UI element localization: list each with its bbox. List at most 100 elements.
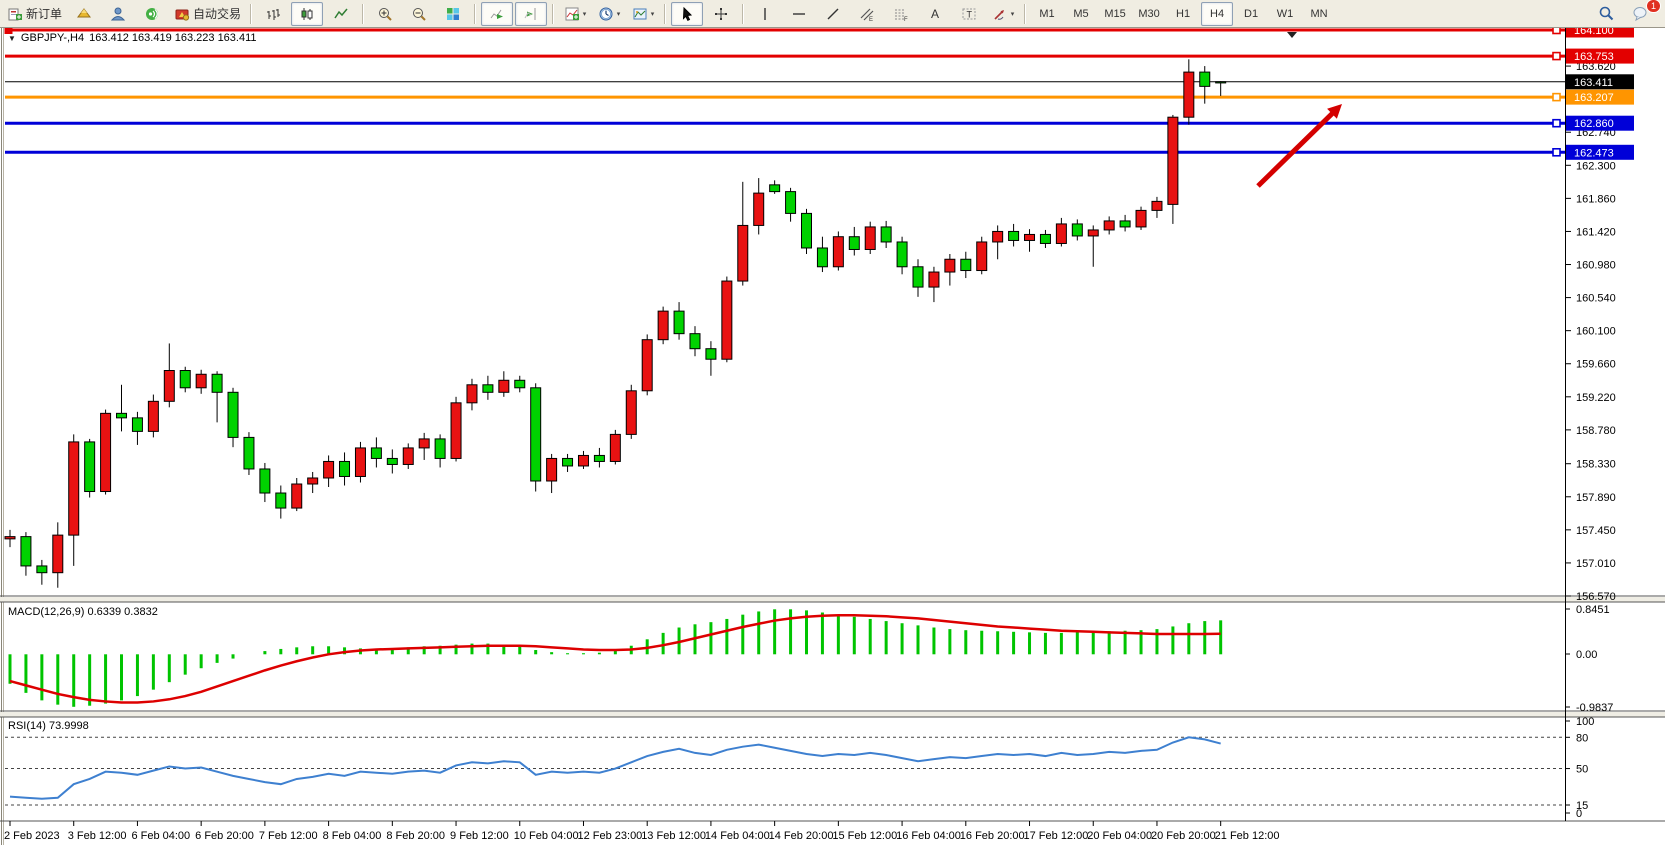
equidistant-channel-button[interactable]: E bbox=[851, 2, 883, 26]
candle-body bbox=[609, 433, 621, 462]
data-window-button[interactable] bbox=[136, 2, 168, 26]
time-tick-label[interactable]: 21 Feb 12:00 bbox=[1215, 830, 1280, 842]
timeframe-m1-button[interactable]: M1 bbox=[1039, 7, 1055, 20]
chart-canvas[interactable]: 163.620162.740162.300161.860161.420160.9… bbox=[0, 28, 1665, 845]
hline-handle[interactable] bbox=[1552, 51, 1561, 61]
text-button[interactable]: A bbox=[919, 2, 951, 26]
chart-shift-marker[interactable] bbox=[1287, 32, 1297, 38]
bar-chart-button[interactable] bbox=[257, 2, 289, 26]
time-tick-label[interactable]: 8 Feb 04:00 bbox=[323, 830, 382, 842]
candle-body bbox=[928, 271, 940, 288]
time-tick-label[interactable]: 7 Feb 12:00 bbox=[259, 830, 318, 842]
time-tick-label[interactable]: 12 Feb 23:00 bbox=[577, 830, 642, 842]
price-badge-label: 162.473 bbox=[1574, 147, 1614, 159]
timeframe-w1-button[interactable]: W1 bbox=[1276, 7, 1294, 20]
time-tick-label[interactable]: 2 Feb 2023 bbox=[4, 830, 60, 842]
candle-body bbox=[354, 447, 366, 477]
chevron-down-icon[interactable]: ▾ bbox=[616, 10, 621, 18]
text-label-button[interactable]: T bbox=[953, 2, 985, 26]
hline-handle[interactable] bbox=[1552, 28, 1561, 35]
chevron-down-icon[interactable]: ▾ bbox=[1010, 10, 1015, 18]
time-tick-label[interactable]: 6 Feb 04:00 bbox=[131, 830, 190, 842]
candlestick-chart-button[interactable] bbox=[291, 1, 324, 26]
price-tick-label: 160.100 bbox=[1576, 326, 1616, 338]
time-tick-label[interactable]: 20 Feb 20:00 bbox=[1151, 830, 1216, 842]
timeframe-h1-button[interactable]: H1 bbox=[1176, 7, 1191, 20]
chart-shift-button[interactable] bbox=[515, 1, 548, 26]
timeframe-mn-button[interactable]: MN bbox=[1310, 7, 1328, 20]
time-tick-label[interactable]: 16 Feb 20:00 bbox=[960, 830, 1025, 842]
line-chart-button[interactable] bbox=[325, 2, 357, 26]
hline-handle[interactable] bbox=[1552, 147, 1561, 157]
new-order-button[interactable]: 新订单 bbox=[3, 2, 66, 26]
candle-body bbox=[785, 191, 797, 214]
timeframe-m5-button[interactable]: M5 bbox=[1073, 7, 1089, 20]
candle-body bbox=[976, 241, 988, 272]
fibonacci-button[interactable]: F bbox=[885, 2, 917, 26]
zoom-out-button[interactable] bbox=[403, 2, 435, 26]
candle-body bbox=[466, 384, 478, 404]
price-badge-label: 163.411 bbox=[1574, 77, 1613, 89]
trend-icon bbox=[825, 6, 841, 22]
candle-body bbox=[402, 447, 414, 465]
tile-windows-button[interactable] bbox=[437, 2, 469, 26]
navigator-button[interactable] bbox=[102, 2, 134, 26]
chevron-down-icon[interactable]: ▾ bbox=[650, 10, 655, 18]
chart-window[interactable]: 163.620 162.740 162.300 161.860 161.420 160.9… bbox=[0, 28, 1665, 845]
auto-scroll-button[interactable] bbox=[481, 1, 514, 26]
candle-body bbox=[880, 226, 892, 243]
hline-handle[interactable] bbox=[1552, 118, 1561, 128]
arrows-button[interactable]: ▾ bbox=[987, 2, 1019, 26]
macd-pane-splitter[interactable] bbox=[0, 712, 1665, 717]
search-icon bbox=[1598, 5, 1615, 22]
timeframe-m30-button[interactable]: M30 bbox=[1138, 7, 1160, 20]
auto-trading-button[interactable]: 自动交易 bbox=[170, 2, 245, 26]
candle-body bbox=[1167, 116, 1179, 205]
macd-indicator-label: MACD(12,26,9) 0.6339 0.3832 bbox=[8, 606, 158, 618]
time-tick-label[interactable]: 8 Feb 20:00 bbox=[386, 830, 445, 842]
hline-handle[interactable] bbox=[1552, 92, 1561, 102]
timeframe-d1-button[interactable]: D1 bbox=[1244, 7, 1259, 20]
time-tick-label[interactable]: 16 Feb 04:00 bbox=[896, 830, 961, 842]
time-tick-label[interactable]: 9 Feb 12:00 bbox=[450, 830, 509, 842]
time-tick-label[interactable]: 15 Feb 12:00 bbox=[832, 830, 897, 842]
trend-arrow-annotation[interactable] bbox=[1256, 107, 1339, 188]
candle-body bbox=[36, 565, 48, 574]
time-tick-label[interactable]: 14 Feb 04:00 bbox=[705, 830, 770, 842]
chevron-down-icon[interactable]: ▾ bbox=[582, 10, 587, 18]
chart-collapse-icon[interactable]: ▼ bbox=[8, 33, 16, 43]
time-tick-label[interactable]: 13 Feb 12:00 bbox=[641, 830, 706, 842]
linechart-icon bbox=[333, 6, 349, 22]
notifications-button[interactable]: 1 bbox=[1624, 0, 1661, 26]
candle-body bbox=[673, 310, 685, 335]
time-tick-label[interactable]: 20 Feb 04:00 bbox=[1087, 830, 1152, 842]
price-tick-label: 158.330 bbox=[1576, 459, 1616, 471]
hline-handle-left[interactable] bbox=[4, 28, 13, 34]
trendline-button[interactable] bbox=[817, 2, 849, 26]
candle-body bbox=[418, 438, 430, 449]
vertical-line-button[interactable] bbox=[749, 2, 781, 26]
horizontal-line-button[interactable] bbox=[783, 2, 815, 26]
main-pane-splitter[interactable] bbox=[0, 597, 1665, 602]
price-badge-163.411 bbox=[1566, 74, 1634, 90]
periods-button[interactable]: ▾ bbox=[593, 2, 625, 26]
candle-body bbox=[307, 477, 319, 485]
price-tick-label: 158.780 bbox=[1576, 425, 1616, 437]
time-tick-label[interactable]: 17 Feb 12:00 bbox=[1024, 830, 1089, 842]
cursor-button[interactable] bbox=[671, 1, 704, 26]
indicators-button[interactable]: ▾ bbox=[559, 2, 591, 26]
price-tick-label: 162.300 bbox=[1576, 160, 1616, 172]
candle-body bbox=[1039, 233, 1051, 244]
zoom-in-button[interactable] bbox=[369, 2, 401, 26]
templates-button[interactable]: ▾ bbox=[627, 2, 659, 26]
crosshair-button[interactable] bbox=[705, 2, 737, 26]
time-tick-label[interactable]: 3 Feb 12:00 bbox=[68, 830, 127, 842]
timeframe-m15-button[interactable]: M15 bbox=[1104, 7, 1126, 20]
time-tick-label[interactable]: 14 Feb 20:00 bbox=[769, 830, 834, 842]
time-tick-label[interactable]: 10 Feb 04:00 bbox=[514, 830, 579, 842]
candle-body bbox=[1199, 71, 1211, 87]
timeframe-h4-button[interactable]: H4 bbox=[1201, 1, 1234, 26]
market-watch-button[interactable] bbox=[68, 2, 100, 26]
search-button[interactable] bbox=[1590, 2, 1622, 26]
time-tick-label[interactable]: 6 Feb 20:00 bbox=[195, 830, 254, 842]
